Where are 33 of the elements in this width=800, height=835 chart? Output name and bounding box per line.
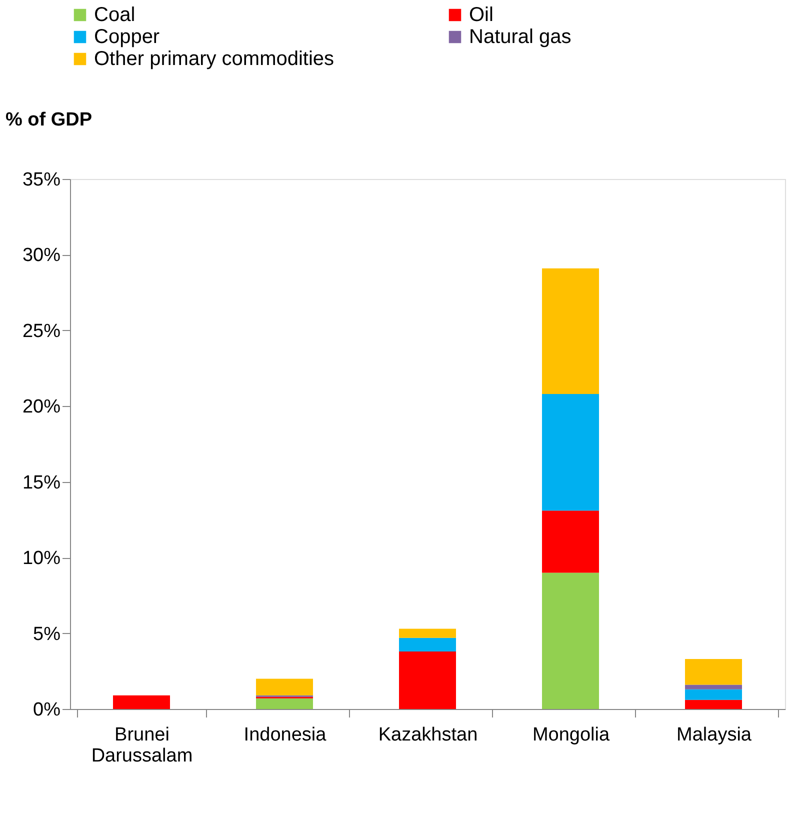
bar [399, 651, 456, 709]
y-tick-label: 20% [22, 396, 61, 418]
bar [256, 678, 313, 696]
legend-label: Natural gas [469, 26, 572, 48]
bar [542, 394, 599, 511]
x-tick-label: Malaysia [676, 724, 752, 746]
x-tick-label: Indonesia [244, 724, 327, 746]
x-tick-label: Kazakhstan [378, 724, 478, 746]
bar [542, 268, 599, 394]
bar [685, 659, 742, 685]
y-tick-label: 30% [22, 245, 61, 266]
x-tick-label: Brunei Darussalam [91, 724, 193, 766]
bar [685, 684, 742, 690]
y-tick-label: 10% [22, 548, 61, 570]
bar [542, 510, 599, 573]
legend-label: Copper [94, 26, 160, 48]
legend-label: Other primary commodities [94, 48, 334, 70]
bar [542, 572, 599, 709]
bar [685, 700, 742, 709]
y-tick-label: 25% [22, 320, 61, 342]
bar [399, 628, 456, 638]
legend-label: Oil [469, 4, 494, 26]
y-tick-label: 5% [33, 624, 61, 645]
x-tick-label: Mongolia [532, 724, 610, 746]
y-tick-label: 15% [22, 472, 61, 494]
bar [399, 638, 456, 652]
y-tick-label: 0% [33, 700, 61, 720]
y-tick-label: 35% [22, 170, 61, 190]
legend-label: Coal [94, 4, 136, 26]
bar [256, 698, 313, 709]
bar [113, 695, 170, 709]
bar [685, 689, 742, 700]
y-axis-title: % of GDP [6, 110, 92, 130]
